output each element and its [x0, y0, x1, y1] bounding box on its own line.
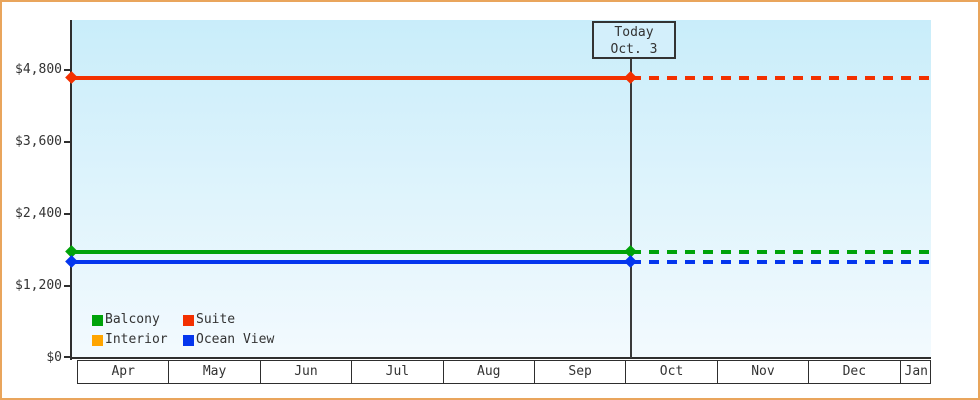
suite-line-dotted — [631, 76, 931, 80]
legend-item-balcony: Balcony — [92, 313, 160, 327]
legend-label: Balcony — [105, 312, 160, 327]
y-axis-label: $3,600 — [15, 134, 62, 149]
ocean-view-line-dotted — [631, 260, 931, 264]
month-cell-dec: Dec — [809, 361, 901, 383]
month-cell-oct: Oct — [626, 361, 718, 383]
interior-swatch-icon — [92, 334, 103, 346]
legend-label: Ocean View — [196, 332, 275, 347]
balcony-swatch-icon — [92, 314, 103, 326]
y-axis-label: $1,200 — [15, 278, 62, 293]
suite-line-solid — [72, 76, 631, 80]
today-annotation-box: Today Oct. 3 — [592, 21, 676, 59]
today-label: Today — [614, 25, 654, 40]
y-axis-line — [70, 20, 72, 360]
month-cell-may: May — [169, 361, 261, 383]
y-tick — [64, 213, 70, 215]
x-axis-month-band: Apr May Jun Jul Aug Sep Oct Nov Dec Jan — [77, 360, 931, 384]
month-cell-jun: Jun — [261, 361, 353, 383]
month-cell-apr: Apr — [78, 361, 170, 383]
legend-label: Suite — [196, 312, 236, 327]
y-axis-label: $4,800 — [15, 62, 62, 77]
y-axis-label: $0 — [46, 350, 62, 365]
balcony-line-solid — [72, 250, 631, 254]
y-tick — [64, 285, 70, 287]
x-axis-line — [70, 357, 931, 359]
month-cell-jan: Jan — [904, 364, 928, 379]
y-tick — [64, 69, 70, 71]
today-marker-line — [630, 58, 632, 358]
legend-item-ocean-view: Ocean View — [183, 333, 274, 347]
ocean-view-swatch-icon — [183, 334, 194, 346]
legend-item-interior: Interior — [92, 333, 168, 347]
legend-item-suite: Suite — [183, 313, 235, 327]
month-cell-sep: Sep — [535, 361, 627, 383]
today-date: Oct. 3 — [610, 42, 658, 57]
ocean-view-line-solid — [72, 260, 631, 264]
month-cell-aug: Aug — [444, 361, 535, 383]
plot-area — [72, 20, 931, 358]
y-tick — [64, 141, 70, 143]
legend-label: Interior — [105, 332, 168, 347]
y-axis-label: $2,400 — [15, 206, 62, 221]
balcony-line-dotted — [631, 250, 931, 254]
suite-swatch-icon — [183, 314, 194, 326]
y-tick — [64, 356, 70, 358]
month-cell-nov: Nov — [718, 361, 810, 383]
month-cell-jul: Jul — [352, 361, 444, 383]
